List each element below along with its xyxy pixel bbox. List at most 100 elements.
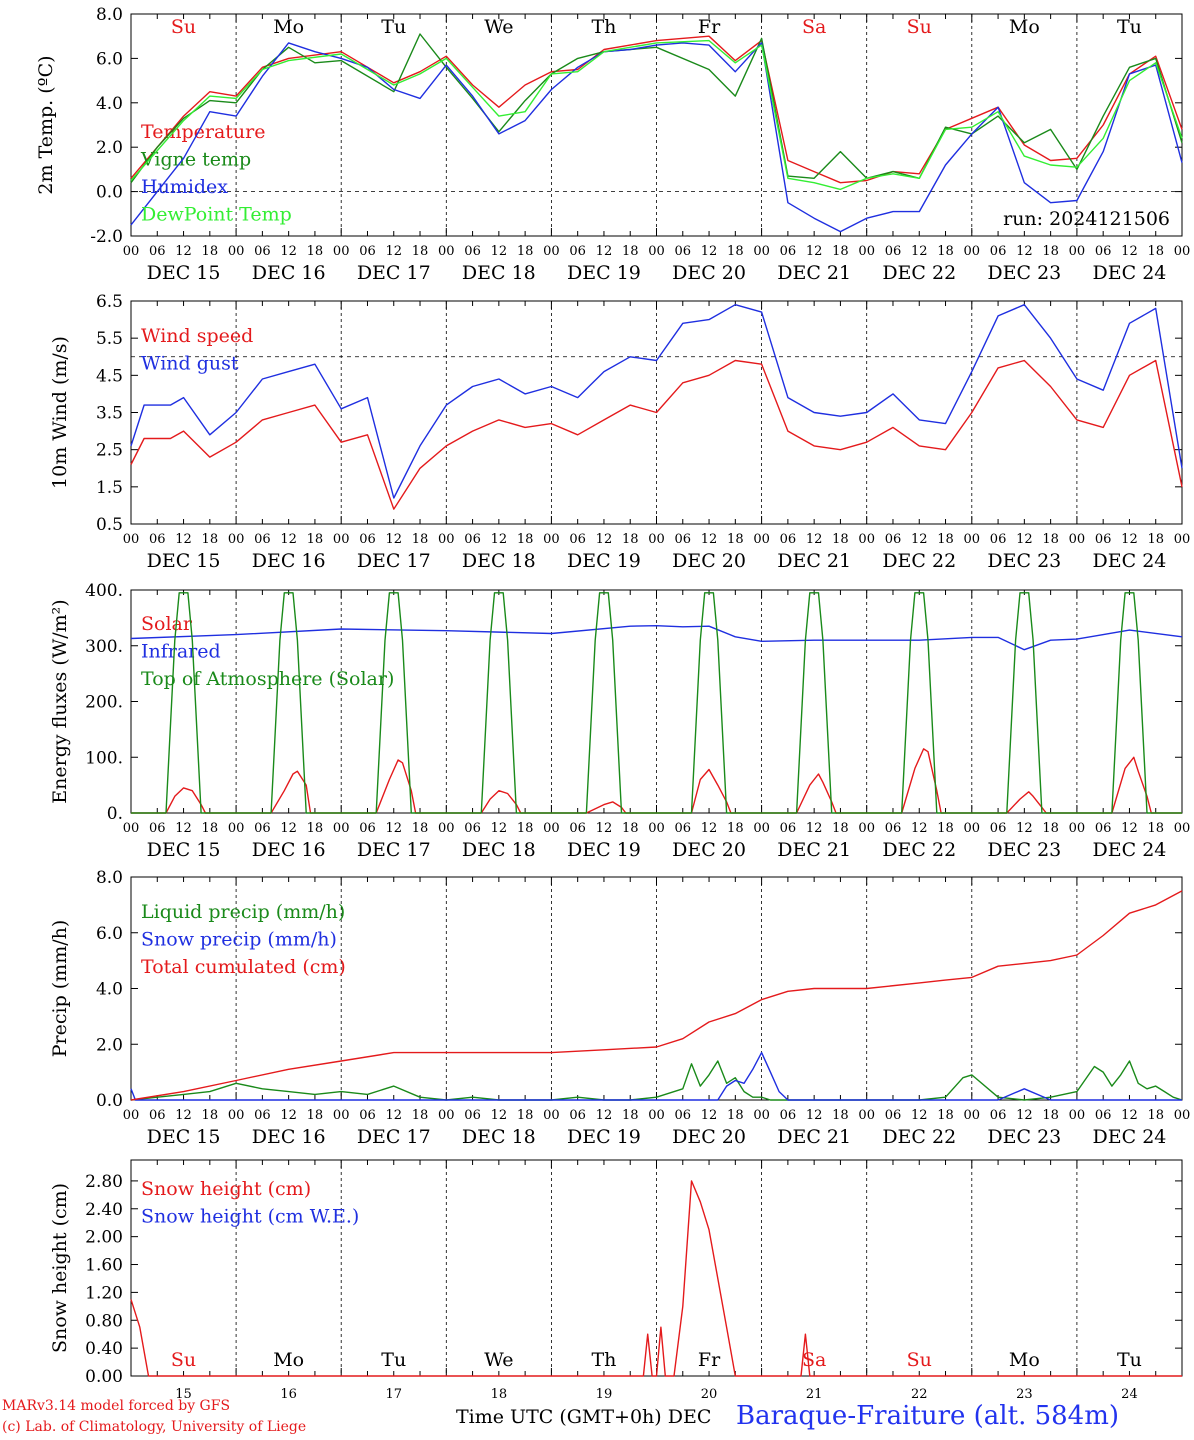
temp-xtick-label: 00 <box>438 244 455 259</box>
energy-xtick-label: 06 <box>359 821 376 836</box>
temp-legend-entry: Humidex <box>141 176 228 198</box>
precip-xtick-label: 12 <box>1016 1108 1033 1123</box>
energy-xtick-label: 00 <box>648 821 665 836</box>
snow-weekday-label: Tu <box>381 1349 406 1371</box>
wind-date-label: DEC 22 <box>882 550 956 572</box>
day-number-label: 15 <box>175 1387 192 1402</box>
precip-legend-entry: Snow precip (mm/h) <box>141 929 337 951</box>
temp-xtick-label: 06 <box>780 244 797 259</box>
energy-xtick-label: 06 <box>254 821 271 836</box>
precip-xtick-label: 18 <box>937 1108 954 1123</box>
wind-xtick-label: 12 <box>175 532 192 547</box>
temp-xtick-label: 06 <box>1095 244 1112 259</box>
temp-xtick-label: 00 <box>648 244 665 259</box>
wind-ytick-label: 4.5 <box>96 366 123 386</box>
day-number-label: 24 <box>1121 1387 1138 1402</box>
precip-date-label: DEC 19 <box>567 1126 641 1148</box>
temp-xtick-label: 06 <box>569 244 586 259</box>
temp-series-line <box>130 33 1183 184</box>
precip-date-label: DEC 20 <box>672 1126 746 1148</box>
energy-ytick-label: 400. <box>85 581 123 601</box>
wind-xtick-label: 12 <box>1016 532 1033 547</box>
wind-xtick-label: 06 <box>254 532 271 547</box>
wind-ytick-label: 0.5 <box>96 515 123 535</box>
precip-xtick-label: 00 <box>333 1108 350 1123</box>
temp-date-label: DEC 24 <box>1093 262 1167 284</box>
precip-date-label: DEC 22 <box>882 1126 956 1148</box>
energy-xtick-label: 12 <box>701 821 718 836</box>
temp-ytick-label: 6.0 <box>96 49 123 69</box>
energy-xtick-label: 00 <box>438 821 455 836</box>
energy-ytick-label: 200. <box>85 693 123 713</box>
temp-ytick-label: 8.0 <box>96 5 123 25</box>
wind-xtick-label: 06 <box>675 532 692 547</box>
wind-date-label: DEC 18 <box>462 550 536 572</box>
energy-xtick-label: 06 <box>675 821 692 836</box>
temp-ylabel: 2m Temp. (ºC) <box>35 55 57 194</box>
precip-xtick-label: 12 <box>1121 1108 1138 1123</box>
energy-xtick-label: 12 <box>175 821 192 836</box>
precip-ytick-label: 2.0 <box>96 1035 123 1055</box>
temp-xtick-label: 18 <box>832 244 849 259</box>
energy-xtick-label: 12 <box>911 821 928 836</box>
energy-ytick-label: 100. <box>85 748 123 768</box>
snow-weekday-label: Tu <box>1117 1349 1142 1371</box>
temp-xtick-label: 18 <box>1042 244 1059 259</box>
wind-date-label: DEC 15 <box>147 550 221 572</box>
temp-weekday-label: Tu <box>381 16 406 38</box>
precip-series-line <box>130 1060 1183 1101</box>
precip-xtick-label: 18 <box>1042 1108 1059 1123</box>
temp-weekday-label: Su <box>171 16 196 38</box>
energy-legend-entry: Solar <box>141 613 193 635</box>
energy-date-label: DEC 19 <box>567 839 641 861</box>
temp-xtick-label: 00 <box>333 244 350 259</box>
wind-xtick-label: 18 <box>1042 532 1059 547</box>
temp-xtick-label: 12 <box>1121 244 1138 259</box>
day-number-label: 20 <box>701 1387 718 1402</box>
temp-weekday-label: We <box>484 16 513 38</box>
wind-xtick-label: 00 <box>1174 532 1191 547</box>
wind-xtick-label: 18 <box>832 532 849 547</box>
temp-weekday-label: Su <box>907 16 932 38</box>
energy-xtick-label: 18 <box>937 821 954 836</box>
wind-xtick-label: 18 <box>727 532 744 547</box>
wind-xtick-label: 18 <box>307 532 324 547</box>
x-axis-month: DEC <box>667 1406 712 1428</box>
energy-series-line <box>130 625 1183 651</box>
energy-xtick-label: 12 <box>491 821 508 836</box>
energy-date-label: DEC 18 <box>462 839 536 861</box>
energy-xtick-label: 12 <box>806 821 823 836</box>
energy-xtick-label: 18 <box>1042 821 1059 836</box>
snow-weekday-label: Su <box>171 1349 196 1371</box>
temp-xtick-label: 00 <box>1069 244 1086 259</box>
precip-date-label: DEC 18 <box>462 1126 536 1148</box>
wind-xtick-label: 12 <box>911 532 928 547</box>
precip-date-label: DEC 15 <box>147 1126 221 1148</box>
energy-xtick-label: 06 <box>464 821 481 836</box>
energy-xtick-label: 12 <box>596 821 613 836</box>
energy-xtick-label: 00 <box>753 821 770 836</box>
energy-xtick-label: 18 <box>202 821 219 836</box>
temp-xtick-label: 12 <box>1016 244 1033 259</box>
temp-date-label: DEC 19 <box>567 262 641 284</box>
energy-date-label: DEC 15 <box>147 839 221 861</box>
temp-date-label: DEC 22 <box>882 262 956 284</box>
wind-xtick-label: 12 <box>806 532 823 547</box>
wind-date-label: DEC 23 <box>987 550 1061 572</box>
wind-xtick-label: 12 <box>491 532 508 547</box>
snow-weekday-label: Sa <box>802 1349 826 1371</box>
energy-xtick-label: 06 <box>990 821 1007 836</box>
wind-xtick-label: 06 <box>885 532 902 547</box>
wind-xtick-label: 06 <box>149 532 166 547</box>
energy-date-label: DEC 16 <box>252 839 326 861</box>
energy-xtick-label: 06 <box>885 821 902 836</box>
wind-date-label: DEC 19 <box>567 550 641 572</box>
energy-xtick-label: 00 <box>333 821 350 836</box>
day-number-label: 17 <box>385 1387 402 1402</box>
energy-xtick-label: 00 <box>964 821 981 836</box>
wind-xtick-label: 12 <box>1121 532 1138 547</box>
snow-ytick-label: 2.40 <box>85 1200 123 1220</box>
precip-xtick-label: 12 <box>701 1108 718 1123</box>
precip-xtick-label: 00 <box>228 1108 245 1123</box>
precip-xtick-label: 12 <box>175 1108 192 1123</box>
